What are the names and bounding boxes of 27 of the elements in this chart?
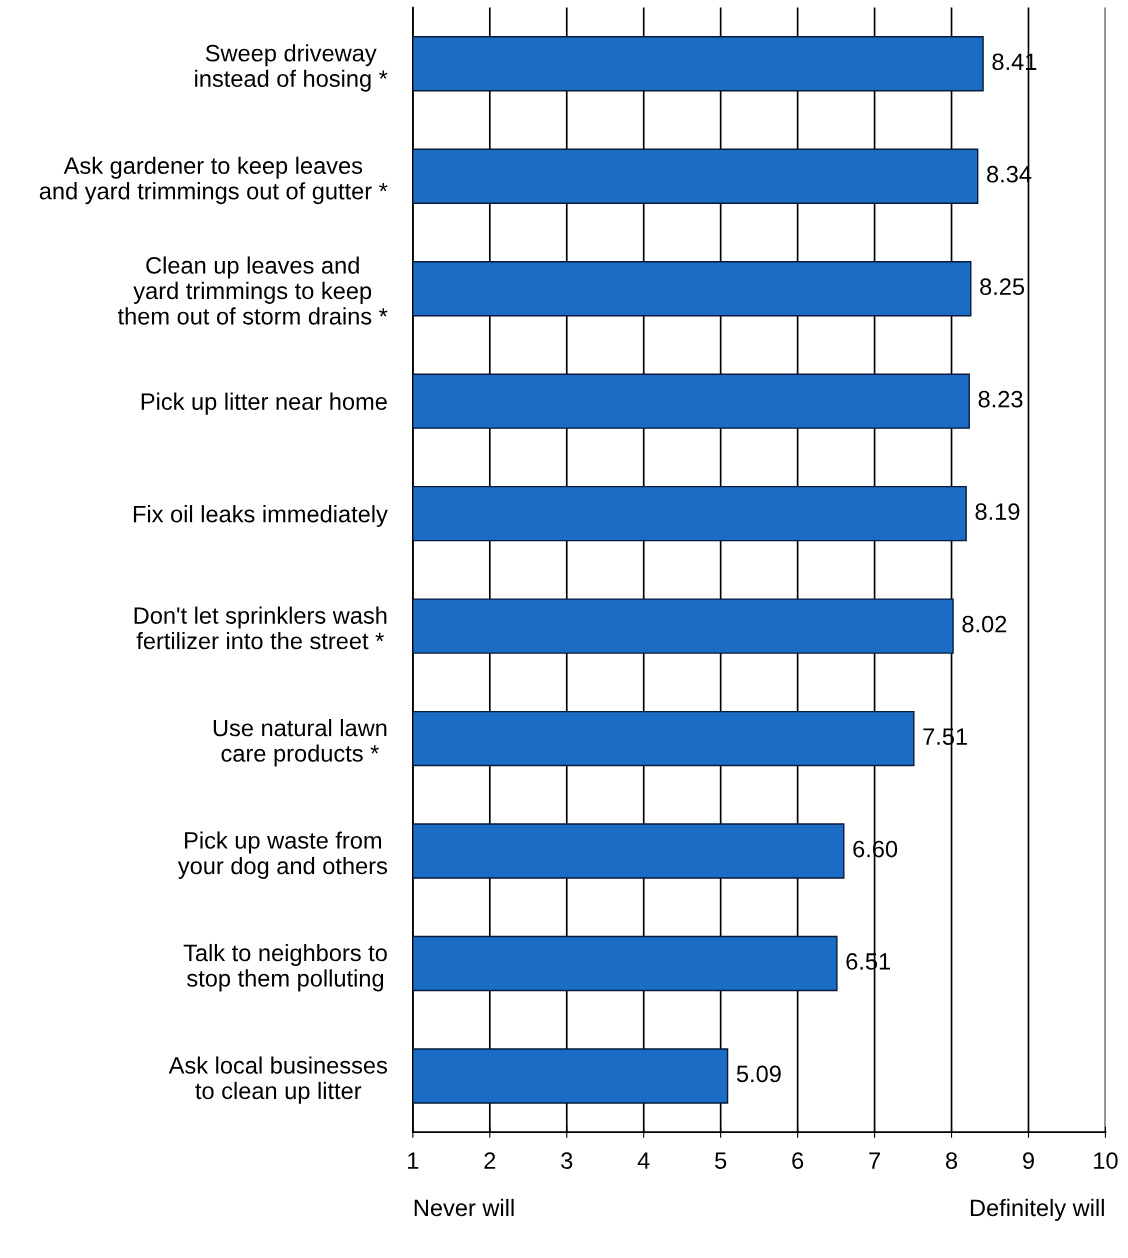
data-label: 5.09 — [736, 1065, 781, 1083]
y-tick-label: Clean up leaves and yard trimmings to keep them out of storm drains * — [117, 256, 388, 325]
data-label: 8.19 — [975, 503, 1020, 520]
y-tick-label: Ask local businesses to clean up litter — [168, 1056, 387, 1104]
x-tick-label: 6 — [792, 1152, 804, 1169]
x-tick-label: 1 — [408, 1152, 419, 1169]
y-tick-label: Talk to neighbors to stop them polluting — [183, 943, 387, 992]
y-tick-label: Don't let sprinklers wash fertilizer into the street * — [134, 606, 387, 650]
x-tick-label: 2 — [484, 1152, 496, 1169]
x-tick-label: 10 — [1094, 1152, 1118, 1169]
data-label: 8.02 — [962, 615, 1007, 633]
y-tick-label: Ask gardener to keep leaves and yard trimmings out of gutter * — [39, 156, 388, 205]
y-tick-label: Fix oil leaks immediately — [133, 505, 388, 528]
x-tick-label: 4 — [637, 1152, 650, 1169]
data-label: 8.25 — [980, 278, 1025, 296]
x-tick-label: 3 — [561, 1152, 573, 1169]
text: Definitely will — [970, 1198, 1104, 1221]
x-tick-label: 9 — [1023, 1152, 1034, 1169]
text: Never will — [414, 1198, 514, 1217]
data-label: 8.23 — [978, 390, 1023, 408]
y-tick-label: Sweep driveway instead of hosing * — [195, 44, 388, 92]
x-tick-label: 7 — [869, 1152, 880, 1169]
x-tick-label: 8 — [945, 1152, 958, 1169]
y-tick-label: Pick up litter near home — [141, 392, 387, 415]
y-tick-label: Pick up waste from your dog and others — [177, 831, 388, 879]
x-tick-label: 5 — [715, 1152, 727, 1169]
y-tick-label: Use natural lawn care products * — [213, 719, 387, 767]
